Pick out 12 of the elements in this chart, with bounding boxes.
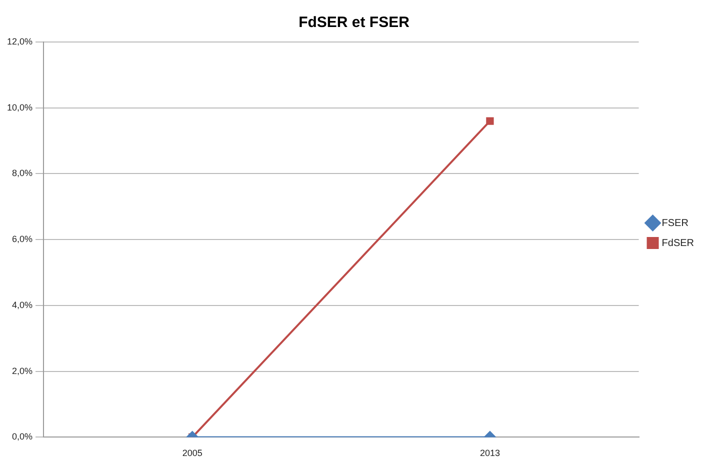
x-tick-label: 2005 xyxy=(182,448,202,458)
x-tick-label: 2013 xyxy=(480,448,500,458)
chart-title: FdSER et FSER xyxy=(298,14,410,32)
y-tick-label: 6,0% xyxy=(12,234,33,244)
y-tick-label: 4,0% xyxy=(12,300,33,310)
y-tick-label: 0,0% xyxy=(12,432,33,442)
y-tick-label: 8,0% xyxy=(12,168,33,178)
y-tick-label: 10,0% xyxy=(6,102,33,112)
legend-label: FdSER xyxy=(662,238,694,249)
y-tick-label: 12,0% xyxy=(6,36,33,46)
legend-label: FSER xyxy=(662,218,688,229)
y-tick-label: 2,0% xyxy=(12,366,33,376)
